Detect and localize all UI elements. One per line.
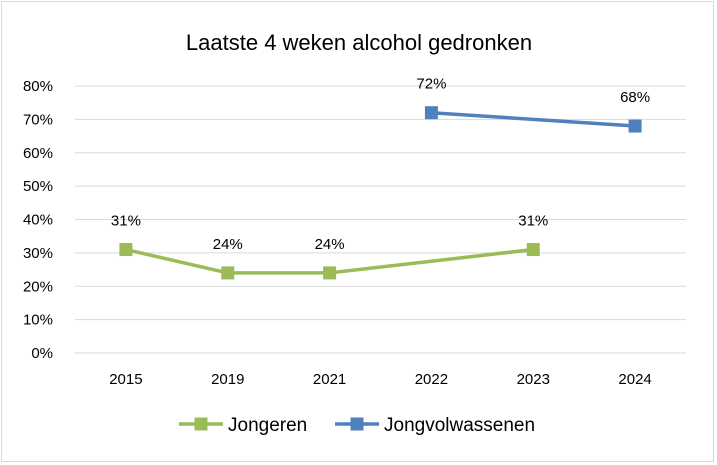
x-tick-label: 2022 xyxy=(415,371,448,388)
legend: Jongeren Jongvolwassenen xyxy=(179,415,535,436)
data-label: 72% xyxy=(416,76,446,93)
x-tick-label: 2019 xyxy=(211,371,244,388)
x-axis: 2015 2019 2021 2022 2023 2024 xyxy=(109,371,652,388)
series-line xyxy=(431,110,636,128)
data-point-marker xyxy=(526,243,540,257)
legend-item: Jongvolwassenen xyxy=(335,415,535,436)
y-tick-label: 40% xyxy=(23,212,53,229)
data-label: 24% xyxy=(213,236,243,253)
x-tick-label: 2015 xyxy=(109,371,142,388)
x-tick-label: 2024 xyxy=(618,371,651,388)
chart-title: Laatste 4 weken alcohol gedronken xyxy=(186,30,532,55)
y-tick-label: 70% xyxy=(23,111,53,128)
x-tick-label: 2021 xyxy=(313,371,346,388)
y-tick-label: 20% xyxy=(23,278,53,295)
legend-label: Jongvolwassenen xyxy=(384,415,535,436)
legend-item: Jongeren xyxy=(179,415,307,436)
data-label: 31% xyxy=(111,213,141,230)
series-jongvolwassenen: 72% 68% xyxy=(416,76,650,133)
legend-marker xyxy=(350,417,364,431)
data-point-marker xyxy=(221,266,235,280)
y-tick-label: 0% xyxy=(31,345,53,362)
data-point-marker xyxy=(323,266,337,280)
y-tick-label: 50% xyxy=(23,178,53,195)
series-layer: 31% 24% 24% 31% 72% 68% xyxy=(111,76,650,280)
data-point-marker xyxy=(424,106,438,120)
data-point-marker xyxy=(119,243,133,257)
series-line xyxy=(125,247,534,275)
grid-lines xyxy=(75,85,686,354)
y-tick-label: 30% xyxy=(23,245,53,262)
y-tick-label: 60% xyxy=(23,145,53,162)
data-label: 24% xyxy=(315,236,345,253)
y-tick-label: 10% xyxy=(23,312,53,329)
legend-label: Jongeren xyxy=(228,415,307,436)
y-axis: 0% 10% 20% 30% 40% 50% 60% 70% 80% xyxy=(23,78,53,362)
data-label: 31% xyxy=(518,213,548,230)
data-label: 68% xyxy=(620,89,650,106)
x-tick-label: 2023 xyxy=(517,371,550,388)
series-jongeren: 31% 24% 24% 31% xyxy=(111,213,548,280)
y-tick-label: 80% xyxy=(23,78,53,95)
data-point-marker xyxy=(628,119,642,133)
legend-marker xyxy=(194,417,208,431)
